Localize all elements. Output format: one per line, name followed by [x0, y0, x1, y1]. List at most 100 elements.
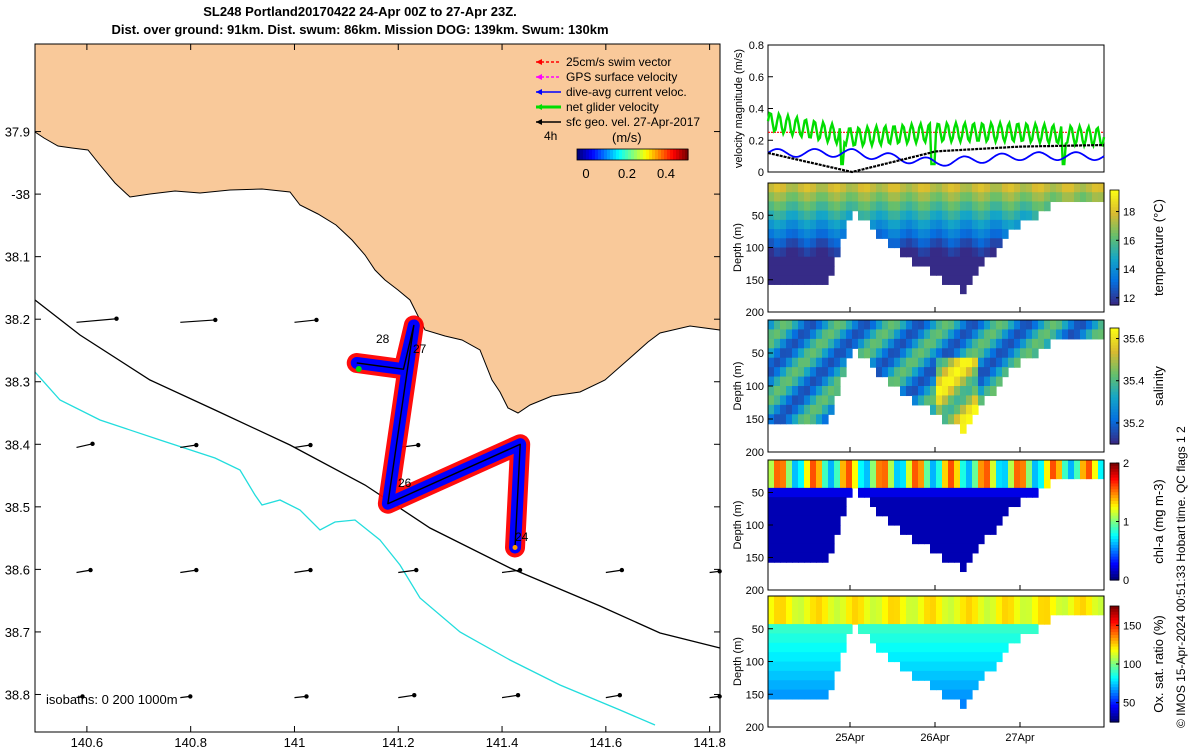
- copyright-credit: © IMOS 15-Apr-2024 00:51:33 Hobart time.…: [1174, 426, 1188, 728]
- heatmap-cell: [924, 652, 931, 663]
- heatmap-cell: [966, 552, 973, 563]
- heatmap-cell: [816, 329, 823, 340]
- heatmap-cell: [948, 689, 955, 700]
- heatmap-cell: [840, 633, 847, 644]
- heatmap-cell: [810, 275, 817, 285]
- heatmap-cell: [972, 320, 979, 331]
- heatmap-cell: [924, 460, 931, 470]
- heatmap-cell: [948, 357, 955, 368]
- heatmap-cell: [774, 469, 781, 480]
- heatmap-cell: [816, 219, 823, 230]
- heatmap-cell: [1074, 460, 1081, 470]
- heatmap-cell: [906, 661, 913, 672]
- heatmap-cell: [936, 642, 943, 653]
- colorbar-cell: [1110, 383, 1119, 387]
- heatmap-cell: [1044, 614, 1051, 625]
- colorbar-cell: [1110, 388, 1119, 393]
- heatmap-cell: [774, 338, 781, 349]
- heatmap-cell: [984, 497, 991, 508]
- heatmap-cell: [960, 497, 967, 508]
- heatmap-cell: [822, 338, 829, 349]
- heatmap-cell: [870, 487, 877, 498]
- heatmap-cell: [816, 338, 823, 349]
- heatmap-cell: [990, 386, 997, 397]
- heatmap-cell: [1026, 469, 1033, 480]
- heatmap-cell: [810, 596, 817, 606]
- heatmap-cell: [984, 210, 991, 221]
- heatmap-cell: [822, 642, 829, 653]
- colorbar-cell: [1110, 672, 1119, 677]
- heatmap-cell: [906, 497, 913, 508]
- heatmap-cell: [828, 265, 835, 276]
- heatmap-cell: [804, 367, 811, 378]
- heatmap-cell: [912, 238, 919, 249]
- heatmap-cell: [996, 487, 1003, 498]
- heatmap-cell: [774, 543, 781, 554]
- heatmap-cell: [1032, 624, 1039, 635]
- heatmap-cell: [1002, 357, 1009, 368]
- heatmap-cell: [942, 329, 949, 340]
- time-tick-label: 27Apr: [1005, 732, 1035, 744]
- heatmap-cell: [960, 256, 967, 267]
- heatmap-cell: [990, 329, 997, 340]
- heatmap-cell: [912, 515, 919, 526]
- heatmap-cell: [768, 605, 775, 616]
- heatmap-cell: [918, 229, 925, 239]
- colorbar-cell: [1110, 710, 1119, 714]
- heatmap-cell: [1032, 614, 1039, 625]
- heatmap-cell: [816, 605, 823, 616]
- heatmap-cell: [828, 534, 835, 545]
- heatmap-cell: [828, 596, 835, 606]
- heatmap-cell: [990, 238, 997, 249]
- heatmap-cell: [894, 478, 901, 489]
- heatmap-cell: [822, 404, 829, 415]
- heatmap-cell: [864, 348, 871, 359]
- heatmap-cell: [900, 515, 907, 526]
- heatmap-cell: [960, 478, 967, 489]
- heatmap-cell: [810, 469, 817, 480]
- heatmap-cell: [810, 229, 817, 239]
- heatmap-cell: [798, 624, 805, 635]
- colorbar-cell: [1110, 533, 1119, 537]
- heatmap-cell: [966, 543, 973, 554]
- heatmap-cell: [990, 515, 997, 526]
- heatmap-cell: [798, 652, 805, 663]
- heatmap-cell: [780, 338, 787, 349]
- heatmap-cell: [954, 689, 961, 700]
- colorbar-cell: [1110, 230, 1119, 234]
- heatmap-cell: [1038, 478, 1045, 489]
- heatmap-cell: [966, 275, 973, 285]
- heatmap-cell: [990, 633, 997, 644]
- heatmap-cell: [786, 320, 793, 331]
- heatmap-cell: [804, 414, 811, 425]
- heatmap-cell: [978, 357, 985, 368]
- heatmap-cell: [786, 487, 793, 498]
- heatmap-cell: [822, 670, 829, 681]
- heatmap-cell: [930, 238, 937, 249]
- heatmap-cell: [948, 414, 955, 425]
- heatmap-cell: [846, 596, 853, 606]
- heatmap-cell: [804, 661, 811, 672]
- heatmap-cell: [888, 210, 895, 221]
- heatmap-cell: [858, 478, 865, 489]
- heatmap-cell: [1008, 219, 1015, 230]
- heatmap-cell: [1098, 329, 1105, 340]
- depth-tick-label: 50: [752, 624, 764, 636]
- heatmap-cell: [888, 614, 895, 625]
- heatmap-cell: [1062, 192, 1069, 203]
- heatmap-cell: [906, 515, 913, 526]
- heatmap-cell: [1056, 605, 1063, 616]
- heatmap-cell: [966, 534, 973, 545]
- heatmap-cell: [978, 624, 985, 635]
- heatmap-cell: [1020, 201, 1027, 212]
- heatmap-cell: [798, 192, 805, 203]
- heatmap-cell: [948, 633, 955, 644]
- heatmap-cell: [942, 386, 949, 397]
- colorbar-cell: [1110, 342, 1119, 346]
- heatmap-cell: [960, 525, 967, 535]
- heatmap-cell: [786, 256, 793, 267]
- time-tick-label: 26Apr: [920, 732, 950, 744]
- heatmap-cell: [900, 238, 907, 249]
- heatmap-cell: [810, 348, 817, 359]
- heatmap-cell: [918, 367, 925, 378]
